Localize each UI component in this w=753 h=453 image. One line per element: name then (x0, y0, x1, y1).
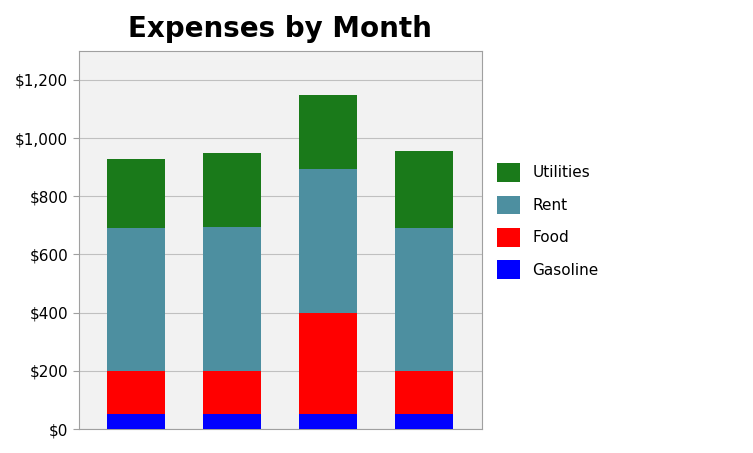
Bar (395, 151, 453, 228)
Bar (395, 228, 453, 371)
Bar (300, 313, 357, 414)
Legend: Utilities, Rent, Food, Gasoline: Utilities, Rent, Food, Gasoline (498, 163, 599, 279)
Bar (203, 153, 261, 227)
Bar (300, 95, 357, 169)
Bar (203, 414, 261, 429)
Bar (108, 414, 165, 429)
Bar (395, 371, 453, 414)
Bar (300, 169, 357, 313)
Bar (108, 228, 165, 371)
Title: Expenses by Month: Expenses by Month (128, 15, 432, 43)
Bar (203, 227, 261, 371)
Bar (203, 371, 261, 414)
Bar (300, 414, 357, 429)
Bar (108, 371, 165, 414)
Bar (108, 159, 165, 228)
Bar (395, 414, 453, 429)
